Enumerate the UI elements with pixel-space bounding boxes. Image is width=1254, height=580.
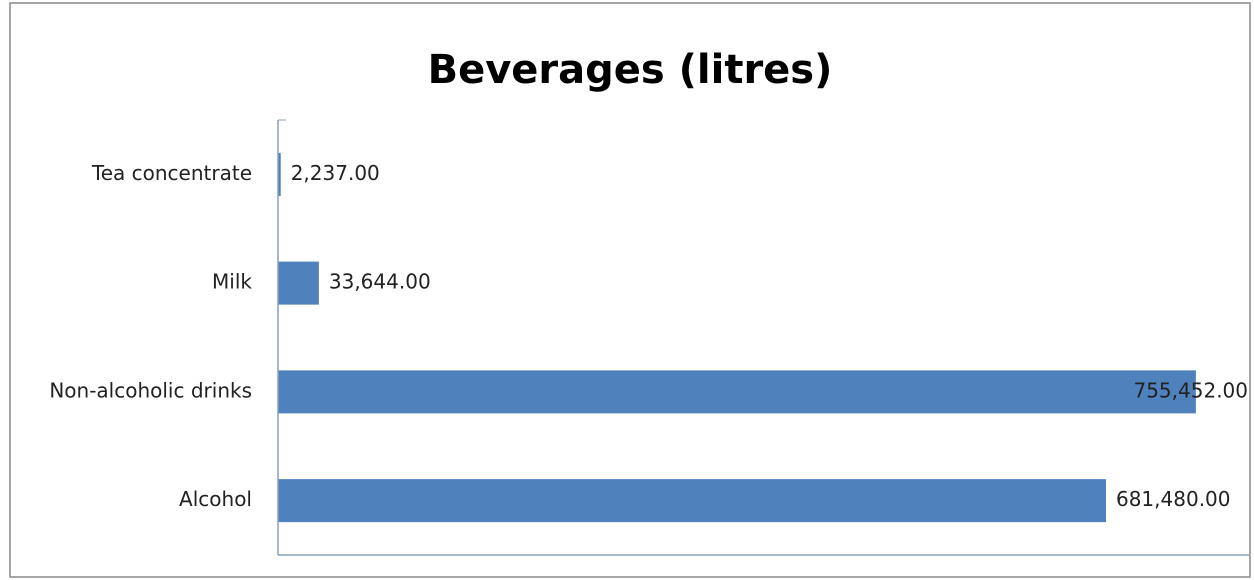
value-label: 33,644.00 — [329, 270, 431, 294]
value-label: 681,480.00 — [1116, 487, 1231, 511]
value-label: 2,237.00 — [291, 161, 380, 185]
bar — [278, 152, 281, 196]
category-label: Alcohol — [179, 487, 252, 511]
chart-title: Beverages (litres) — [428, 47, 833, 93]
bar — [278, 370, 1196, 414]
category-label: Milk — [212, 270, 252, 294]
category-label: Tea concentrate — [91, 161, 252, 185]
bar — [278, 479, 1106, 523]
category-label: Non-alcoholic drinks — [49, 378, 252, 402]
bar — [278, 261, 319, 305]
value-label: 755,452.00 — [1133, 378, 1248, 402]
